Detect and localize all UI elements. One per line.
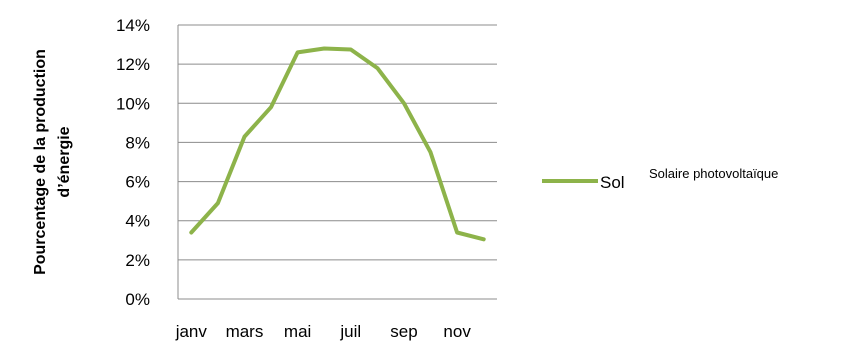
- series-line-sol: [189, 46, 486, 242]
- y-axis-ticks: 0% 2% 4% 6% 8% 10% 12% 14%: [116, 16, 150, 309]
- x-tick-label: nov: [443, 322, 471, 341]
- x-tick-label: sep: [390, 322, 417, 341]
- x-tick-label: janv: [175, 322, 208, 341]
- series-layer: [189, 46, 486, 242]
- x-tick-label: juil: [339, 322, 361, 341]
- y-tick-label: 0%: [125, 290, 150, 309]
- y-tick-label: 12%: [116, 55, 150, 74]
- y-tick-label: 14%: [116, 16, 150, 35]
- y-tick-label: 10%: [116, 94, 150, 113]
- y-tick-label: 6%: [125, 173, 150, 192]
- y-axis-label-line1: Pourcentage de la production: [32, 49, 49, 275]
- x-tick-label: mai: [284, 322, 311, 341]
- y-tick-label: 8%: [125, 133, 150, 152]
- legend-annotation: Solaire photovoltaïque: [649, 166, 778, 181]
- y-tick-label: 2%: [125, 251, 150, 270]
- legend-label-sol: Sol: [600, 173, 625, 192]
- y-axis-label-line2: d’énergie: [56, 126, 73, 197]
- x-axis-ticks: janv mars mai juil sep nov: [175, 322, 472, 341]
- x-tick-label: mars: [226, 322, 264, 341]
- y-tick-label: 4%: [125, 212, 150, 231]
- gridlines: [178, 24, 497, 261]
